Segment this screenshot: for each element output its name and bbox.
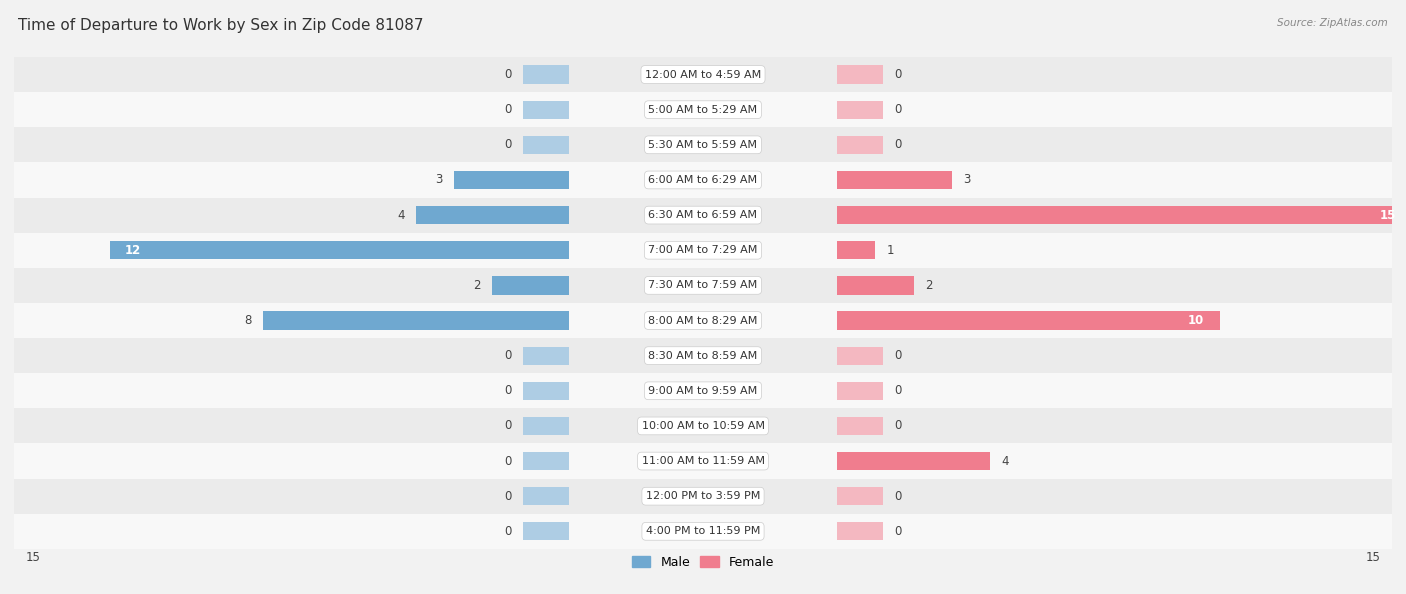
Legend: Male, Female: Male, Female (627, 551, 779, 574)
Bar (14, 444, 1392, 479)
Text: 0: 0 (505, 68, 512, 81)
Text: 6:00 AM to 6:29 AM: 6:00 AM to 6:29 AM (648, 175, 758, 185)
Bar (14, 479, 1392, 514)
Bar (14, 57, 1392, 92)
Text: 4: 4 (1001, 454, 1010, 467)
Bar (14, 338, 1392, 373)
Text: 0: 0 (505, 103, 512, 116)
Text: 0: 0 (505, 384, 512, 397)
Text: 5:30 AM to 5:59 AM: 5:30 AM to 5:59 AM (648, 140, 758, 150)
Text: 0: 0 (505, 525, 512, 538)
Text: 15: 15 (1365, 551, 1381, 564)
Bar (14, 127, 1392, 162)
Bar (14, 268, 1392, 303)
Text: 9:00 AM to 9:59 AM: 9:00 AM to 9:59 AM (648, 386, 758, 396)
Text: 11:00 AM to 11:59 AM: 11:00 AM to 11:59 AM (641, 456, 765, 466)
Bar (523, 522, 569, 541)
Bar (837, 65, 883, 84)
Text: 0: 0 (894, 68, 901, 81)
Bar (837, 206, 1406, 224)
Text: 0: 0 (894, 419, 901, 432)
Bar (523, 417, 569, 435)
Bar (14, 162, 1392, 198)
Bar (14, 373, 1392, 408)
Text: 12: 12 (125, 244, 142, 257)
Text: 0: 0 (505, 454, 512, 467)
Text: 0: 0 (894, 525, 901, 538)
Bar (110, 241, 569, 260)
Text: 15: 15 (1379, 208, 1396, 222)
Bar (837, 452, 990, 470)
Text: 0: 0 (894, 103, 901, 116)
Bar (837, 100, 883, 119)
Text: 0: 0 (505, 349, 512, 362)
Bar (14, 198, 1392, 233)
Bar (14, 303, 1392, 338)
Bar (837, 522, 883, 541)
Text: 0: 0 (894, 384, 901, 397)
Bar (454, 171, 569, 189)
Bar (837, 487, 883, 505)
Bar (523, 452, 569, 470)
Text: 0: 0 (894, 349, 901, 362)
Text: 7:00 AM to 7:29 AM: 7:00 AM to 7:29 AM (648, 245, 758, 255)
Text: Time of Departure to Work by Sex in Zip Code 81087: Time of Departure to Work by Sex in Zip … (18, 18, 423, 33)
Text: 8:30 AM to 8:59 AM: 8:30 AM to 8:59 AM (648, 350, 758, 361)
Text: 4: 4 (396, 208, 405, 222)
Text: 1: 1 (887, 244, 894, 257)
Bar (263, 311, 569, 330)
Text: 10:00 AM to 10:59 AM: 10:00 AM to 10:59 AM (641, 421, 765, 431)
Bar (14, 233, 1392, 268)
Text: 4:00 PM to 11:59 PM: 4:00 PM to 11:59 PM (645, 526, 761, 536)
Bar (837, 382, 883, 400)
Text: 0: 0 (505, 489, 512, 503)
Text: 0: 0 (894, 489, 901, 503)
Bar (523, 382, 569, 400)
Text: 0: 0 (505, 419, 512, 432)
Bar (837, 135, 883, 154)
Bar (837, 171, 952, 189)
Bar (837, 276, 914, 295)
Text: 12:00 AM to 4:59 AM: 12:00 AM to 4:59 AM (645, 69, 761, 80)
Text: 6:30 AM to 6:59 AM: 6:30 AM to 6:59 AM (648, 210, 758, 220)
Text: 0: 0 (505, 138, 512, 151)
Bar (416, 206, 569, 224)
Bar (523, 487, 569, 505)
Bar (14, 514, 1392, 549)
Bar (837, 417, 883, 435)
Bar (14, 92, 1392, 127)
Text: 0: 0 (894, 138, 901, 151)
Text: 7:30 AM to 7:59 AM: 7:30 AM to 7:59 AM (648, 280, 758, 290)
Bar (523, 346, 569, 365)
Bar (492, 276, 569, 295)
Bar (837, 311, 1220, 330)
Text: 2: 2 (474, 279, 481, 292)
Bar (523, 100, 569, 119)
Text: 10: 10 (1188, 314, 1205, 327)
Bar (14, 408, 1392, 444)
Text: 8:00 AM to 8:29 AM: 8:00 AM to 8:29 AM (648, 315, 758, 326)
Text: Source: ZipAtlas.com: Source: ZipAtlas.com (1277, 18, 1388, 28)
Bar (837, 346, 883, 365)
Text: 8: 8 (245, 314, 252, 327)
Bar (837, 241, 876, 260)
Text: 3: 3 (436, 173, 443, 187)
Text: 5:00 AM to 5:29 AM: 5:00 AM to 5:29 AM (648, 105, 758, 115)
Bar (523, 65, 569, 84)
Text: 3: 3 (963, 173, 970, 187)
Bar (523, 135, 569, 154)
Text: 12:00 PM to 3:59 PM: 12:00 PM to 3:59 PM (645, 491, 761, 501)
Text: 15: 15 (25, 551, 41, 564)
Text: 2: 2 (925, 279, 932, 292)
